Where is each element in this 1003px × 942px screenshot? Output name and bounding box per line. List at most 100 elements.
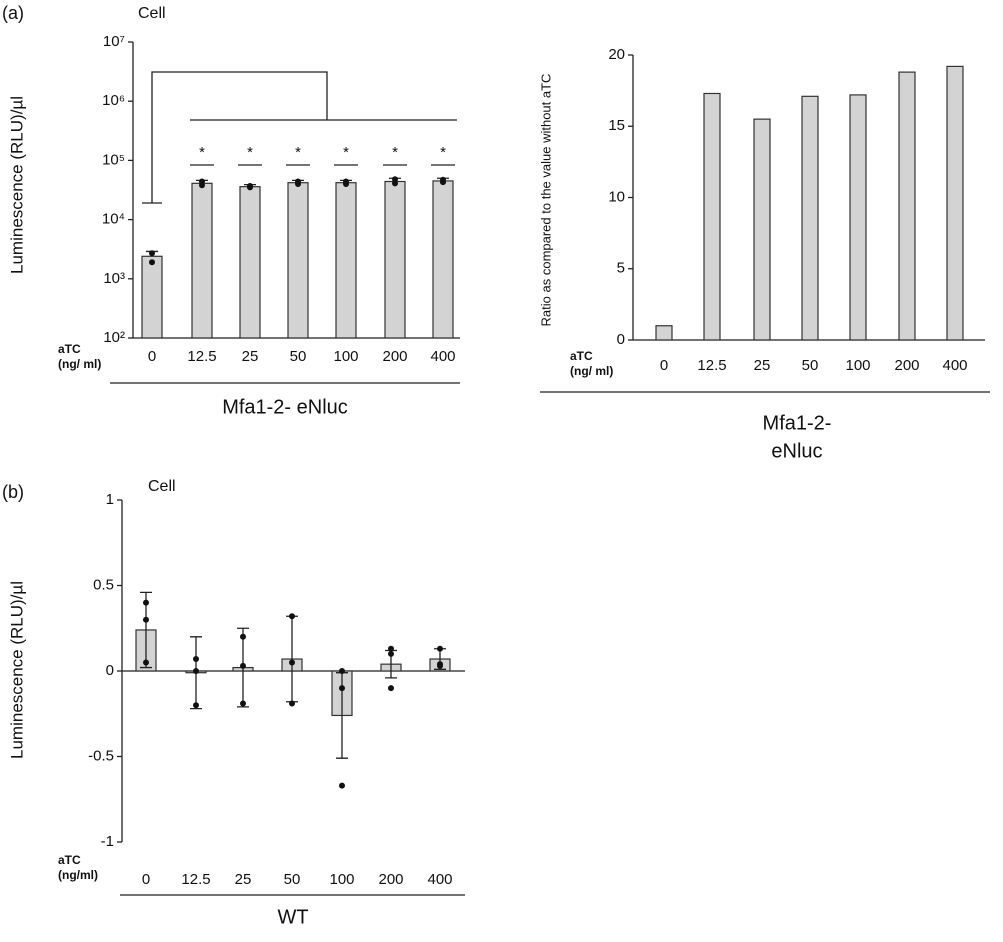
bar xyxy=(703,92,721,341)
data-point xyxy=(392,176,398,183)
data-point xyxy=(143,659,149,666)
y-tick-label: 0 xyxy=(106,662,114,679)
x-axis-label: aTC xyxy=(58,342,81,356)
bar xyxy=(384,180,406,339)
y-tick-label: 0 xyxy=(617,331,625,348)
x-tick-label: 0 xyxy=(660,357,668,374)
significance-label: * xyxy=(199,144,205,161)
x-tick-label: 0 xyxy=(148,348,156,365)
data-point xyxy=(440,176,446,183)
y-axis-label: Luminescence (RLU)/µl xyxy=(7,96,26,274)
data-point xyxy=(289,659,295,666)
x-tick-label: 100 xyxy=(329,871,354,888)
y-axis-label: Ratio as compared to the value without a… xyxy=(538,74,553,327)
x-axis-label: (ng/ ml) xyxy=(570,364,613,378)
x-axis-label: aTC xyxy=(58,853,81,867)
bar xyxy=(655,325,673,341)
y-tick-label: 10³ xyxy=(103,270,125,287)
y-tick-label: 10⁷ xyxy=(103,33,125,50)
group-label: Mfa1-2- xyxy=(763,412,832,434)
y-tick-label: 15 xyxy=(608,117,625,134)
significance-label: * xyxy=(343,144,349,161)
significance-label: * xyxy=(392,144,398,161)
chart-title: Cell xyxy=(148,478,176,495)
x-tick-label: 200 xyxy=(382,348,407,365)
x-axis-label: aTC xyxy=(570,349,593,363)
bar xyxy=(287,182,309,339)
y-tick-label: 20 xyxy=(608,46,625,63)
data-point xyxy=(199,178,205,185)
bar xyxy=(849,94,867,341)
y-tick-label: 10² xyxy=(103,329,125,346)
x-tick-label: 0 xyxy=(142,871,150,888)
data-point xyxy=(295,178,301,185)
y-tick-label: 10 xyxy=(608,188,625,205)
y-tick-label: 10⁶ xyxy=(102,92,125,109)
x-tick-label: 50 xyxy=(802,357,819,374)
data-point xyxy=(143,616,149,623)
y-tick-label: 5 xyxy=(617,260,625,277)
data-point xyxy=(339,685,345,692)
x-axis-label: (ng/ml) xyxy=(58,868,98,882)
y-tick-label: -1 xyxy=(101,833,114,850)
x-axis-label: (ng/ ml) xyxy=(58,357,101,371)
x-tick-label: 25 xyxy=(235,871,252,888)
bar xyxy=(191,182,213,339)
x-tick-label: 400 xyxy=(942,357,967,374)
bar xyxy=(335,182,357,339)
bar xyxy=(898,71,916,341)
data-point xyxy=(193,702,199,709)
x-tick-label: 25 xyxy=(242,348,259,365)
data-point xyxy=(437,662,443,669)
bar xyxy=(239,186,261,339)
group-label: eNluc xyxy=(771,440,822,462)
bracket xyxy=(142,71,457,204)
data-point xyxy=(240,700,246,707)
y-tick-label: 0.5 xyxy=(93,576,114,593)
y-tick-label: 1 xyxy=(106,491,114,508)
x-tick-label: 100 xyxy=(845,357,870,374)
data-point xyxy=(388,645,394,652)
data-point xyxy=(339,668,345,674)
significance-label: * xyxy=(440,144,446,161)
bar xyxy=(801,95,819,341)
bar xyxy=(432,180,454,339)
x-tick-label: 50 xyxy=(290,348,307,365)
data-point xyxy=(193,656,199,663)
bar xyxy=(753,118,771,341)
x-tick-label: 25 xyxy=(754,357,771,374)
y-tick-label: 10⁵ xyxy=(102,151,125,168)
data-point xyxy=(388,685,394,692)
chart-title: Cell xyxy=(138,5,166,22)
panel-label: (a) xyxy=(2,3,24,23)
data-point xyxy=(289,700,295,707)
x-tick-label: 12.5 xyxy=(181,871,210,888)
data-point xyxy=(289,613,295,620)
data-point xyxy=(247,182,253,189)
y-axis-label: Luminescence (RLU)/µl xyxy=(7,581,26,759)
x-tick-label: 400 xyxy=(430,348,455,365)
data-point xyxy=(388,650,394,657)
data-point xyxy=(343,178,349,185)
y-tick-label: -0.5 xyxy=(88,747,114,764)
y-tick-label: 10⁴ xyxy=(102,211,125,228)
group-label: WT xyxy=(277,906,308,928)
group-label: Mfa1-2- eNluc xyxy=(222,396,348,418)
x-tick-label: 200 xyxy=(378,871,403,888)
panel-label: (b) xyxy=(2,482,24,502)
data-point xyxy=(240,633,246,640)
significance-label: * xyxy=(295,144,301,161)
data-point xyxy=(149,250,155,257)
significance-label: * xyxy=(247,144,253,161)
data-point xyxy=(437,645,443,652)
x-tick-label: 12.5 xyxy=(187,348,216,365)
data-point xyxy=(240,662,246,669)
x-tick-label: 12.5 xyxy=(697,357,726,374)
data-point xyxy=(339,782,345,789)
data-point xyxy=(193,668,199,674)
x-tick-label: 100 xyxy=(333,348,358,365)
data-point xyxy=(149,259,155,266)
bar xyxy=(946,65,964,341)
x-tick-label: 400 xyxy=(427,871,452,888)
